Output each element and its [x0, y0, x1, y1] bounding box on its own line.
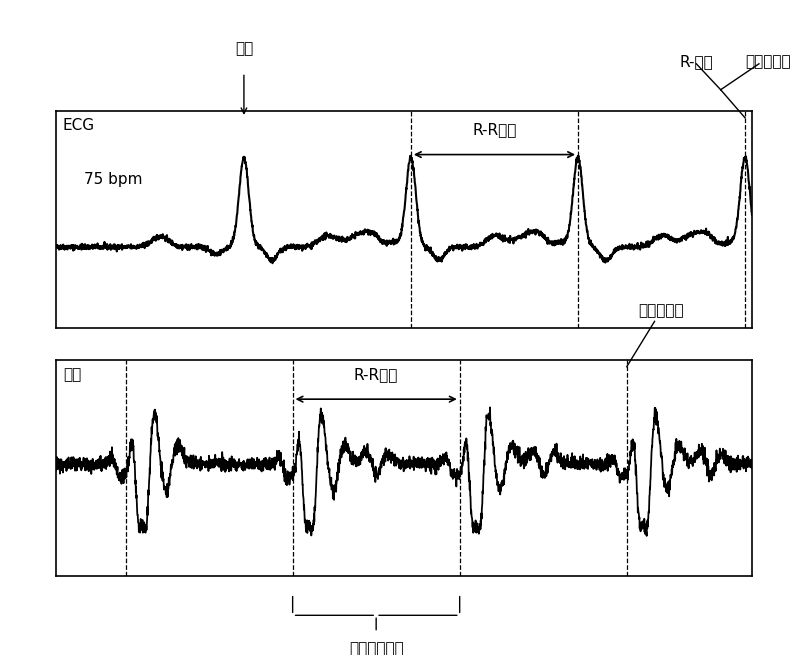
Text: 心率: 心率: [234, 41, 253, 56]
Text: 跳动定界符: 跳动定界符: [745, 54, 791, 69]
Text: 心音: 心音: [63, 367, 82, 382]
Text: R-峰值: R-峰值: [679, 54, 713, 69]
Text: ECG: ECG: [63, 118, 95, 133]
Text: 跳动定界符: 跳动定界符: [638, 303, 684, 318]
Text: R-R间隔: R-R间隔: [354, 367, 398, 382]
Text: R-R间隔: R-R间隔: [472, 122, 517, 138]
Text: 75 bpm: 75 bpm: [84, 172, 142, 187]
Text: 心搏周期样本: 心搏周期样本: [349, 641, 403, 655]
